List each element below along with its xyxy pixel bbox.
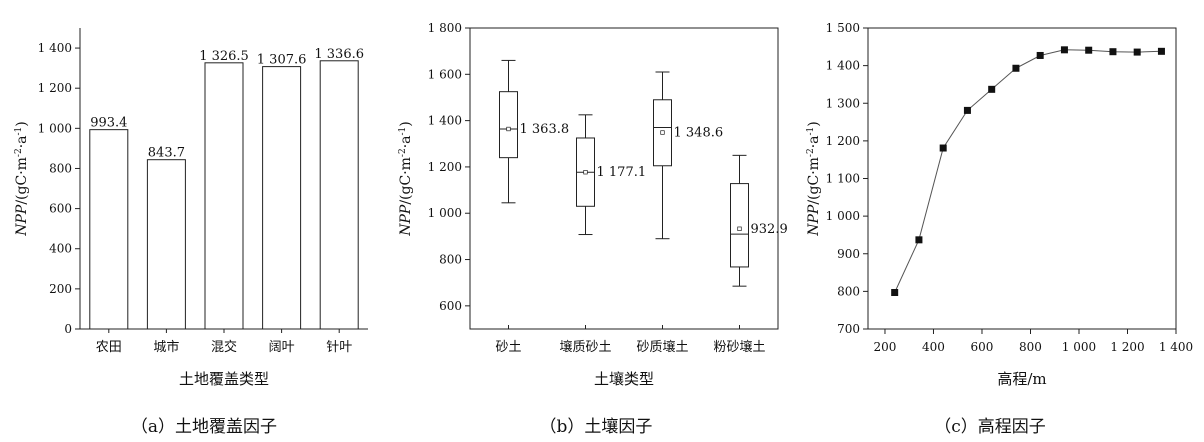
x-tick-label-c: 1 000: [1062, 340, 1096, 354]
x-category-label-b: 砂质壤土: [636, 339, 688, 355]
y-tick-label-a: 1 200: [38, 81, 72, 95]
mean-marker: [506, 126, 511, 132]
bar-value-label: 843.7: [148, 146, 185, 161]
data-point: [963, 106, 971, 114]
y-tick-label-b: 1 000: [428, 206, 462, 220]
y-tick-label-c: 700: [837, 322, 860, 336]
bar: [204, 62, 244, 330]
y-tick-label-a: 800: [49, 161, 72, 175]
y-tick-label-a: 1 000: [38, 121, 72, 135]
mean-marker: [583, 170, 588, 175]
bar-value-label: 1 326.5: [199, 49, 249, 64]
bar-value-label: 1 307.6: [257, 53, 307, 68]
bar: [89, 129, 129, 330]
y-tick-label-c: 1 400: [826, 59, 860, 73]
y-tick-label-a: 1 400: [38, 41, 72, 55]
y-tick-label-b: 600: [439, 299, 462, 313]
panel-b-soil: 600 800 1 000 1 200 1 400 1 600 1 800 1 363.8 砂土…: [398, 21, 788, 388]
bar: [262, 66, 302, 330]
data-point: [1109, 48, 1117, 56]
bar: [319, 60, 359, 330]
y-axis-label-b: NPP/(gC·m-2·a-1): [398, 121, 414, 237]
data-point: [1085, 46, 1093, 54]
box: [730, 183, 749, 268]
plot-frame-c: [867, 27, 1177, 330]
y-tick-label-c: 800: [837, 284, 860, 298]
data-point: [891, 289, 899, 297]
x-category-label-a: 针叶: [326, 340, 352, 355]
mean-marker: [737, 226, 742, 231]
mean-marker: [660, 130, 665, 135]
x-tick-label-c: 800: [1019, 340, 1042, 354]
y-axis-label-a: NPP/(gC·m-2·a-1): [14, 121, 30, 237]
series-line: [894, 49, 1162, 293]
data-point: [1133, 48, 1141, 56]
x-category-label-b: 粉砂壤土: [713, 339, 765, 355]
x-tick-label-c: 1 400: [1159, 340, 1193, 354]
x-category-label-b: 砂土: [495, 340, 521, 355]
data-point: [988, 85, 996, 93]
bar-value-label: 993.4: [90, 116, 127, 131]
y-tick-label-c: 1 300: [826, 96, 860, 110]
data-point: [1012, 64, 1020, 72]
panel-a-land-cover: 0 200 400 600 800 1 000 1 200 1 400 993.4 农田 843.7…: [14, 28, 368, 388]
y-tick-label-b: 1 600: [428, 67, 462, 81]
caption-a: （a）土地覆盖因子: [131, 417, 277, 437]
data-point: [915, 236, 923, 244]
x-category-label-a: 阔叶: [269, 340, 295, 355]
data-point: [1036, 51, 1044, 59]
x-tick-label-c: 600: [971, 340, 994, 354]
y-tick-label-c: 1 100: [826, 172, 860, 186]
x-category-label-a: 城市: [153, 339, 179, 355]
y-tick-label-a: 0: [64, 322, 72, 336]
y-tick-label-a: 400: [49, 242, 72, 256]
x-tick-label-c: 1 200: [1110, 340, 1144, 354]
caption-c: （c）高程因子: [934, 417, 1046, 437]
y-tick-label-b: 1 800: [428, 21, 462, 35]
bar: [146, 159, 186, 330]
panel-c-elevation: 700 800 900 1 000 1 100 1 200 1 300 1 400 1 500 2…: [806, 21, 1193, 388]
data-point: [1157, 47, 1165, 55]
y-tick-label-c: 1 200: [826, 134, 860, 148]
box: [499, 91, 518, 159]
y-tick-label-b: 800: [439, 253, 462, 267]
x-axis-label-c: 高程/m: [997, 370, 1046, 388]
mean-value-label: 932.9: [751, 222, 788, 237]
y-tick-label-a: 200: [49, 282, 72, 296]
y-axis-label-c: NPP/(gC·m-2·a-1): [806, 121, 822, 237]
x-tick-label-c: 400: [922, 340, 945, 354]
mean-value-label: 1 363.8: [520, 122, 570, 137]
data-point: [1060, 46, 1068, 54]
caption-b: （b）土壤因子: [540, 416, 653, 437]
x-axis-label-a: 土地覆盖类型: [179, 370, 269, 388]
y-tick-label-c: 900: [837, 247, 860, 261]
plot-frame-b: [469, 27, 779, 330]
x-tick-label-c: 200: [874, 340, 897, 354]
x-category-label-b: 壤质砂土: [559, 339, 611, 355]
bar-value-label: 1 336.6: [314, 47, 364, 62]
mean-value-label: 1 177.1: [597, 165, 647, 180]
x-category-label-a: 农田: [96, 340, 122, 355]
y-tick-label-b: 1 200: [428, 160, 462, 174]
data-point: [939, 144, 947, 152]
y-tick-label-c: 1 000: [826, 209, 860, 223]
x-axis-label-b: 土壤类型: [594, 370, 654, 388]
y-tick-label-a: 600: [49, 202, 72, 216]
mean-value-label: 1 348.6: [674, 126, 724, 141]
x-category-label-a: 混交: [211, 339, 237, 355]
y-tick-label-b: 1 400: [428, 114, 462, 128]
y-tick-label-c: 1 500: [826, 21, 860, 35]
